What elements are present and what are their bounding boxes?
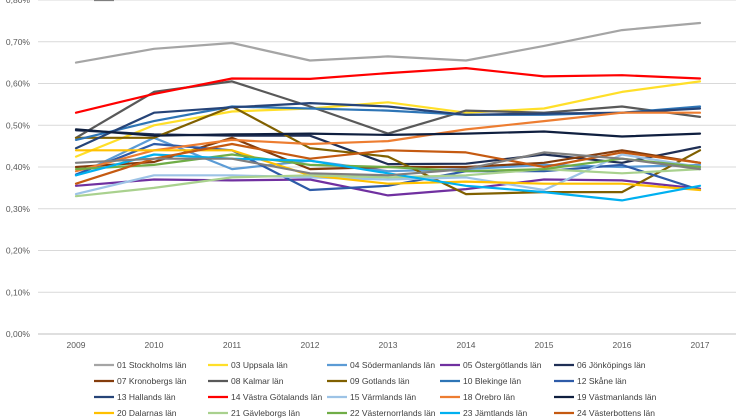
legend-label: 06 Jönköpings län xyxy=(577,360,646,370)
series-line-11 xyxy=(74,101,702,150)
series-line-12 xyxy=(74,66,702,114)
legend-label: 15 Värmlands län xyxy=(350,392,416,402)
legend-label: 09 Gotlands län xyxy=(350,376,410,386)
series-line-18 xyxy=(74,153,702,173)
series-line-16 xyxy=(74,149,702,192)
x-tick-label: 2017 xyxy=(691,340,710,350)
series-line-19 xyxy=(74,153,702,202)
y-tick-label: 0,00% xyxy=(6,329,31,339)
x-tick-label: 2012 xyxy=(301,340,320,350)
series-line-8 xyxy=(74,105,702,196)
x-tick-label: 2016 xyxy=(613,340,632,350)
legend-label: 23 Jämtlands län xyxy=(463,408,528,418)
series-line-21 xyxy=(74,151,702,177)
legend-label: 08 Kalmar län xyxy=(231,376,284,386)
series-lines xyxy=(74,21,702,202)
y-tick-label: 0,60% xyxy=(6,79,31,89)
series-line-1 xyxy=(74,21,702,64)
y-tick-label: 0,40% xyxy=(6,162,31,172)
legend-label: 14 Västra Götalands län xyxy=(231,392,322,402)
x-axis-ticks: 2009 2010 2011 2012 2013 2014 2015 2016 2017 xyxy=(67,340,710,350)
legend-label: 12 Skåne län xyxy=(577,376,627,386)
x-tick-label: 2015 xyxy=(535,340,554,350)
y-tick-label: 0,50% xyxy=(6,120,31,130)
series-line-2 xyxy=(74,80,702,158)
x-tick-label: 2013 xyxy=(379,340,398,350)
y-tick-label: 0,80% xyxy=(6,0,31,5)
legend-label: 18 Örebro län xyxy=(463,392,515,402)
x-tick-label: 2011 xyxy=(223,340,242,350)
y-tick-label: 0,10% xyxy=(6,287,31,297)
series-line-13 xyxy=(74,153,702,196)
legend: 01 Stockholms län 03 Uppsala län 04 Söderm… xyxy=(94,0,657,418)
y-tick-label: 0,70% xyxy=(6,37,31,47)
legend-label: 21 Gävleborgs län xyxy=(231,408,300,418)
x-tick-label: 2014 xyxy=(457,340,476,350)
y-tick-label: 0,20% xyxy=(6,246,31,256)
x-tick-label: 2009 xyxy=(67,340,86,350)
series-line-17 xyxy=(74,168,702,198)
series-line-14 xyxy=(74,111,702,173)
legend-label: 04 Södermanlands län xyxy=(350,360,435,370)
legend-label: 24 Västerbottens län xyxy=(577,408,655,418)
legend-label: 20 Dalarnas län xyxy=(117,408,177,418)
y-axis-ticks: 0,00% 0,10% 0,20% 0,30% 0,40% 0,50% 0,60% 0,70%… xyxy=(6,0,31,339)
legend-label: 03 Uppsala län xyxy=(231,360,288,370)
x-tick-label: 2010 xyxy=(145,340,164,350)
legend-label: 07 Kronobergs län xyxy=(117,376,187,386)
legend-label: 10 Blekinge län xyxy=(463,376,521,386)
legend-label: 19 Västmanlands län xyxy=(577,392,657,402)
legend-label: 22 Västernorrlands län xyxy=(350,408,436,418)
legend-label: 13 Hallands län xyxy=(117,392,176,402)
legend-label: 25 Norrbottens län xyxy=(117,0,187,2)
series-line-15 xyxy=(74,128,702,138)
legend-label: 05 Östergötlands län xyxy=(463,360,542,370)
series-line-4 xyxy=(74,178,702,197)
legend-label: 01 Stockholms län xyxy=(117,360,187,370)
y-tick-label: 0,30% xyxy=(6,204,31,214)
